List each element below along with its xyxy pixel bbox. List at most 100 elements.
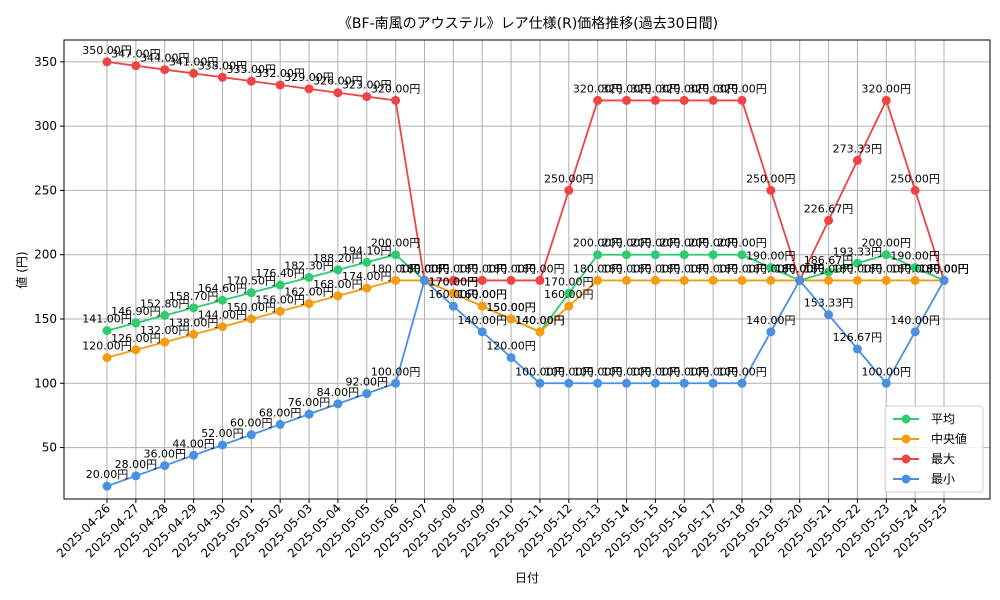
data-label: 120.00円 [486, 340, 536, 353]
data-label: 170.00円 [544, 275, 594, 288]
data-point [333, 399, 343, 409]
data-labels: 141.00円146.90円152.80円158.70円164.60円170.5… [82, 44, 969, 481]
data-point [160, 65, 170, 75]
data-point [362, 92, 372, 102]
data-label: 141.00円 [82, 313, 132, 326]
data-point [131, 471, 141, 481]
data-label: 160.00円 [429, 288, 479, 301]
data-point [275, 80, 285, 90]
data-label: 100.00円 [573, 365, 623, 378]
chart-title: 《BF-南風のアウステル》レア仕様(R)価格推移(過去30日間) [338, 16, 718, 32]
data-label: 68.00円 [259, 406, 302, 419]
data-label: 160.00円 [457, 288, 507, 301]
data-label: 100.00円 [371, 365, 421, 378]
data-label: 180.00円 [775, 262, 825, 275]
data-label: 144.00円 [198, 309, 248, 322]
data-label: 160.00円 [544, 288, 594, 301]
data-point [160, 461, 170, 471]
data-point [939, 275, 949, 285]
x-axis-ticks: 2025-04-262025-04-272025-04-282025-04-29… [54, 499, 950, 560]
data-label: 180.00円 [457, 262, 507, 275]
y-tick-label: 200 [34, 248, 57, 262]
data-label: 250.00円 [746, 172, 796, 185]
data-label: 180.00円 [602, 262, 652, 275]
data-label: 200.00円 [602, 237, 652, 250]
data-point [391, 250, 401, 260]
data-point [766, 327, 776, 337]
data-label: 100.00円 [631, 365, 681, 378]
data-label: 320.00円 [717, 82, 767, 95]
data-point [275, 419, 285, 429]
data-point [217, 322, 227, 332]
data-label: 329.00円 [284, 71, 334, 84]
data-label: 158.70円 [169, 290, 219, 303]
data-label: 180.00円 [775, 262, 825, 275]
data-point [708, 250, 718, 260]
data-label: 180.00円 [515, 262, 565, 275]
data-point [131, 61, 141, 71]
x-axis-label: 日付 [515, 571, 539, 585]
data-label: 126.67円 [833, 331, 883, 344]
data-label: 76.00円 [288, 396, 331, 409]
data-point [448, 275, 458, 285]
data-label: 150.00円 [486, 301, 536, 314]
data-point [304, 409, 314, 419]
data-point [333, 291, 343, 301]
data-point [246, 314, 256, 324]
data-label: 140.00円 [515, 314, 565, 327]
data-point [304, 299, 314, 309]
data-point [275, 280, 285, 290]
data-point [852, 344, 862, 354]
data-point [506, 275, 516, 285]
data-point [708, 95, 718, 105]
data-label: 320.00円 [659, 82, 709, 95]
legend-label: 平均 [931, 412, 955, 426]
y-axis-ticks: 50 100 150 200 250 300 350 [34, 55, 64, 455]
data-label: 168.00円 [313, 278, 363, 291]
data-point [766, 275, 776, 285]
data-label: 186.67円 [804, 254, 854, 267]
data-label: 180.00円 [400, 262, 450, 275]
data-point [333, 265, 343, 275]
data-point [708, 275, 718, 285]
data-label: 180.00円 [400, 262, 450, 275]
data-point [564, 288, 574, 298]
data-point [679, 378, 689, 388]
data-label: 344.00円 [140, 52, 190, 65]
data-label: 200.00円 [573, 237, 623, 250]
data-point [131, 345, 141, 355]
data-label: 150.00円 [486, 301, 536, 314]
data-point [102, 326, 112, 336]
data-label: 20.00円 [86, 468, 129, 481]
data-label: 160.00円 [457, 288, 507, 301]
data-label: 180.00円 [890, 262, 940, 275]
data-label: 132.00円 [140, 324, 190, 337]
data-label: 28.00円 [115, 458, 158, 471]
data-point [102, 353, 112, 363]
data-label: 164.60円 [198, 282, 248, 295]
data-point [622, 378, 632, 388]
legend-box [884, 405, 984, 493]
data-point [448, 301, 458, 311]
data-label: 180.00円 [804, 262, 854, 275]
y-tick-label: 100 [34, 376, 57, 390]
data-label: 320.00円 [573, 82, 623, 95]
data-label: 100.00円 [544, 365, 594, 378]
data-label: 126.00円 [111, 332, 161, 345]
series-line-1 [106, 279, 944, 359]
data-point [246, 76, 256, 86]
data-point [881, 95, 891, 105]
data-point [766, 185, 776, 195]
data-label: 170.00円 [429, 275, 479, 288]
data-label: 100.00円 [862, 365, 912, 378]
data-label: 180.00円 [659, 262, 709, 275]
data-point [419, 275, 429, 285]
data-point [650, 250, 660, 260]
data-label: 52.00円 [201, 427, 244, 440]
data-label: 170.00円 [429, 275, 479, 288]
data-label: 320.00円 [688, 82, 738, 95]
y-tick-label: 350 [34, 55, 57, 69]
data-label: 190.00円 [746, 250, 796, 263]
data-label: 180.00円 [833, 262, 883, 275]
